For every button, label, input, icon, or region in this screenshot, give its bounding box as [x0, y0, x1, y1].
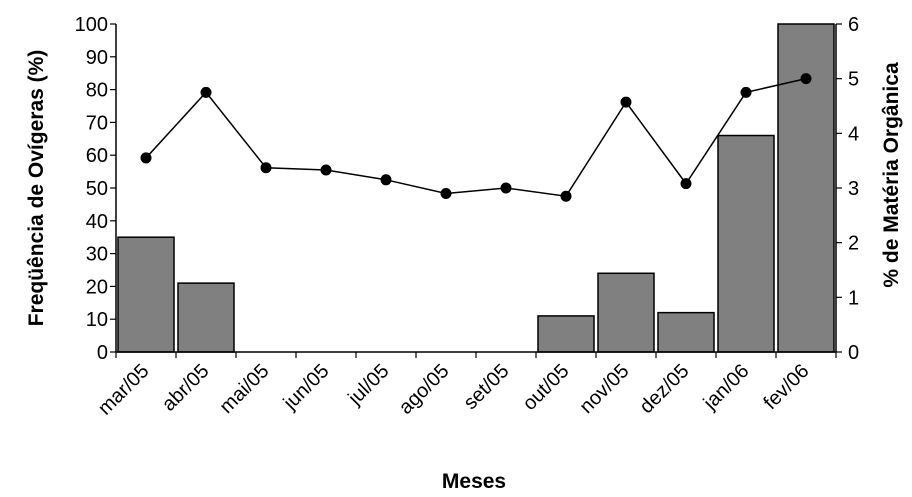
x-tick-label: mar/05 [94, 360, 154, 420]
right-axis-tick-labels: 0 1 2 3 4 5 6 [848, 14, 859, 364]
point-ago/05 [440, 187, 452, 199]
y-left-tick-label: 80 [86, 80, 108, 102]
x-tick-label: ago/05 [395, 360, 454, 419]
y-left-tick-label: 20 [86, 276, 108, 298]
point-set/05 [500, 182, 512, 194]
bar-abr/05 [177, 282, 235, 353]
y-right-tick-label: 0 [848, 342, 859, 364]
y-axis-left-title: Freqüência de Ovígeras (%) [25, 50, 48, 327]
point-fev/06 [800, 73, 812, 85]
x-tick-label: jul/05 [343, 360, 393, 410]
y-right-tick-label: 6 [848, 14, 859, 36]
y-right-tick-label: 3 [848, 178, 859, 200]
point-mai/05 [260, 162, 272, 174]
y-left-tick-label: 30 [86, 244, 108, 266]
bar-series-ovigeras [117, 23, 835, 353]
x-axis-tick-labels: mar/05 abr/05 mai/05 jun/05 jul/05 ago/05 set/… [94, 360, 814, 420]
y-left-tick-label: 40 [86, 211, 108, 233]
y-left-tick-label: 0 [97, 342, 108, 364]
y-left-tick-label: 70 [86, 112, 108, 134]
x-tick-label: jun/05 [279, 360, 334, 415]
y-left-tick-label: 60 [86, 145, 108, 167]
x-tick-label: nov/05 [576, 360, 634, 418]
y-right-tick-label: 2 [848, 233, 859, 255]
left-axis-tick-labels: 0 10 20 30 40 50 60 70 80 90 100 [75, 14, 108, 364]
materia-organica-line [145, 77, 807, 198]
bar-jan/06 [717, 134, 775, 353]
x-tick-label: out/05 [519, 360, 574, 415]
point-out/05 [560, 190, 572, 202]
x-tick-label: abr/05 [158, 360, 214, 416]
bar-dez/05 [657, 311, 715, 353]
point-jan/06 [740, 86, 752, 98]
point-jun/05 [320, 164, 332, 176]
x-axis-title: Meses [442, 470, 506, 493]
point-nov/05 [620, 96, 632, 108]
y-right-tick-label: 5 [848, 69, 859, 91]
line-series-materia-organica [140, 73, 812, 202]
y-left-tick-label: 90 [86, 47, 108, 69]
x-tick-label: fev/06 [759, 360, 813, 414]
point-abr/05 [200, 86, 212, 98]
y-left-tick-label: 100 [75, 14, 108, 36]
y-left-tick-label: 10 [86, 309, 108, 331]
axes [110, 23, 842, 358]
x-tick-label: mai/05 [216, 360, 274, 418]
point-dez/05 [680, 178, 692, 190]
bar-mar/05 [117, 236, 175, 353]
point-jul/05 [380, 174, 392, 186]
x-tick-label: dez/05 [636, 360, 694, 418]
bar-nov/05 [597, 272, 655, 353]
x-tick-label: set/05 [459, 360, 513, 414]
y-right-tick-label: 1 [848, 287, 859, 309]
bar-out/05 [537, 315, 595, 353]
y-axis-right-title: % de Matéria Orgânica [880, 62, 903, 288]
x-tick-label: jan/06 [699, 360, 754, 415]
point-mar/05 [140, 152, 152, 164]
y-left-tick-label: 50 [86, 178, 108, 200]
y-right-tick-label: 4 [848, 123, 859, 145]
